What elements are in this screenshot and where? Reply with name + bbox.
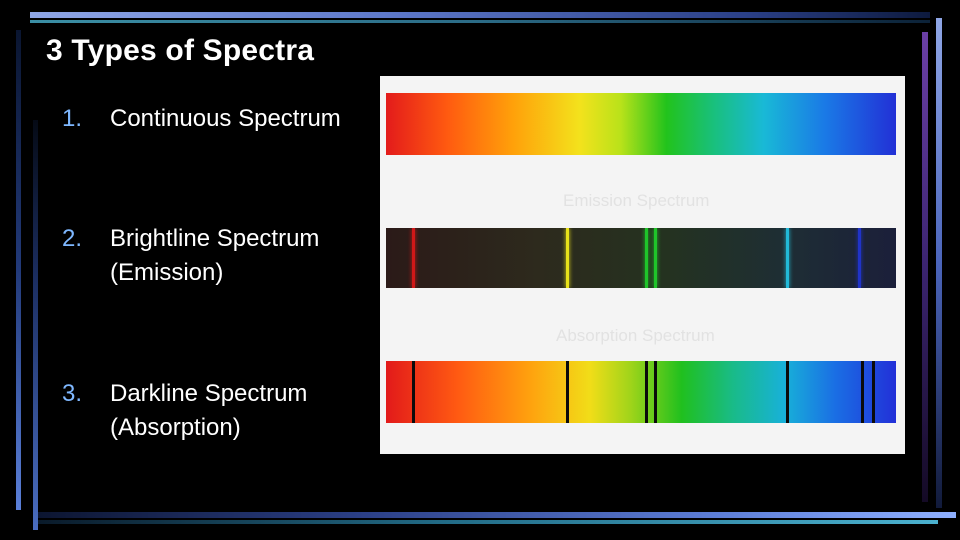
emission-line [645,228,648,288]
list-item-text: Brightline Spectrum [110,225,320,252]
continuous-spectrum-band [386,93,896,155]
bottom-frame-bar-secondary [38,520,938,524]
list-number: 1. [62,105,83,132]
emission-line [654,228,657,288]
emission-line [566,228,569,288]
list-item-subtext: (Absorption) [110,414,241,441]
left-frame-bar [16,30,21,510]
right-frame-bar-secondary [922,32,928,502]
top-frame-bar [30,12,930,18]
spectra-image: Emission Spectrum Absorption Spectrum [380,76,905,454]
left-frame-bar-secondary [33,120,38,530]
list-item-continuous: 1. Continuous Spectrum [62,102,341,136]
list-item-text: Continuous Spectrum [110,105,341,132]
absorption-spectrum-label: Absorption Spectrum [556,326,715,345]
emission-line [858,228,861,288]
absorption-spectrum-band [386,361,896,423]
slide-title: 3 Types of Spectra [46,34,315,67]
top-frame-bar-secondary [30,20,930,23]
list-item-text: Darkline Spectrum [110,380,308,407]
emission-spectrum-label: Emission Spectrum [563,191,710,210]
absorption-line [412,361,415,423]
absorption-line [645,361,648,423]
absorption-line [872,361,875,423]
absorption-line [654,361,657,423]
emission-spectrum-band [386,228,896,288]
absorption-line [786,361,789,423]
list-item-subtext: (Emission) [110,259,224,286]
list-item-darkline: 3. Darkline Spectrum (Absorption) [62,377,307,445]
list-number: 3. [62,380,83,407]
right-frame-bar [936,18,942,508]
emission-line [786,228,789,288]
emission-line [412,228,415,288]
absorption-line [861,361,864,423]
list-item-brightline: 2. Brightline Spectrum (Emission) [62,222,319,290]
bottom-frame-bar [38,512,956,518]
list-number: 2. [62,225,83,252]
absorption-line [566,361,569,423]
